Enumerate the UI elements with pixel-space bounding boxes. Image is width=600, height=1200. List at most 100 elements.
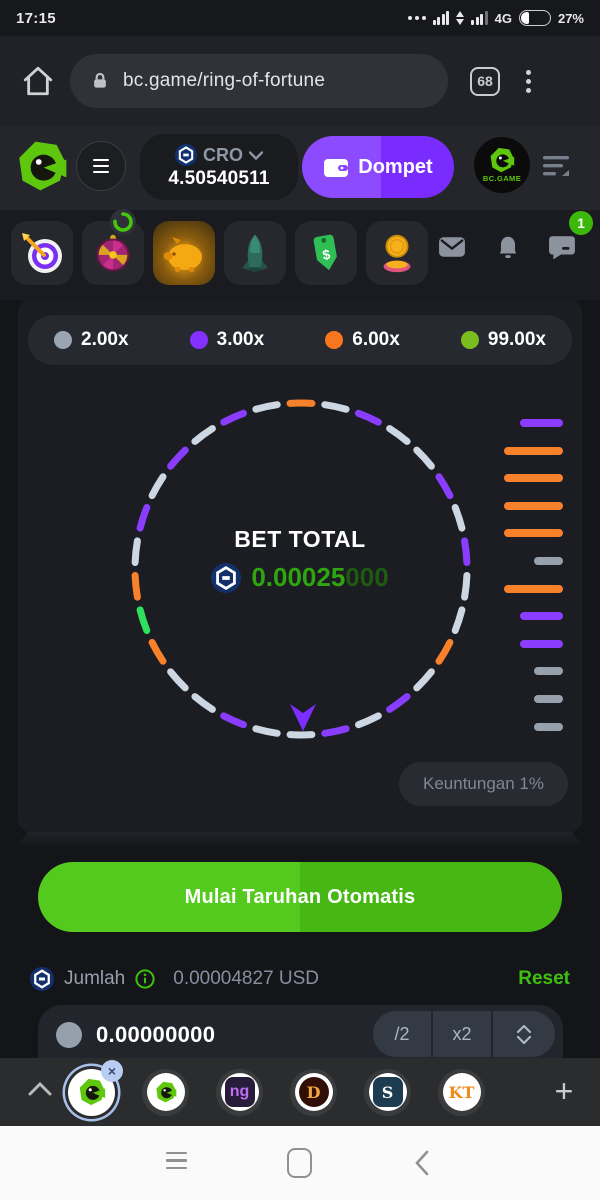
history-bar	[520, 419, 563, 427]
bell-icon[interactable]	[494, 234, 522, 260]
bet-list-icon[interactable]	[540, 152, 572, 182]
gold-coin-tile[interactable]	[366, 221, 428, 285]
piggy-bank-icon	[163, 237, 202, 272]
dock-app-s[interactable]: S	[364, 1068, 411, 1116]
home-button[interactable]	[16, 59, 60, 103]
signal-dots-icon	[407, 16, 426, 20]
bet-amount: 0.00025	[251, 562, 346, 592]
half-bet-button[interactable]: /2	[373, 1011, 431, 1057]
fortune-wheel-tile[interactable]	[82, 221, 144, 285]
legend-label: 3.00x	[216, 329, 265, 350]
legend-item: 2.00x	[54, 329, 129, 351]
legend-label: 2.00x	[81, 329, 129, 350]
start-auto-bet-label: Mulai Taruhan Otomatis	[184, 885, 416, 908]
history-bar	[534, 667, 563, 676]
ring-of-fortune-panel: 2.00x 3.00x 6.00x 99.00x BET TOTAL 0.000250…	[18, 300, 582, 832]
add-app-icon[interactable]: +	[554, 1073, 574, 1109]
dock-expand-icon[interactable]	[28, 1082, 52, 1096]
stepper-down-icon[interactable]	[517, 1035, 531, 1044]
android-home-icon[interactable]	[287, 1148, 312, 1178]
dock-app-bcgame-pin[interactable]	[142, 1068, 189, 1116]
app-icon: ng	[216, 1068, 263, 1116]
mail-icon[interactable]	[438, 234, 466, 260]
browser-menu-icon[interactable]	[526, 69, 531, 93]
close-tab-icon[interactable]: ×	[101, 1059, 123, 1082]
dock-app-bcgame-active[interactable]: ×	[68, 1059, 123, 1116]
currency-selector[interactable]: CRO 4.50540511	[140, 134, 298, 200]
history-bar	[534, 556, 563, 565]
history-bar	[504, 584, 563, 593]
history-bar	[504, 474, 563, 483]
browser-toolbar: bc.game/ring-of-fortune 68	[0, 36, 600, 126]
history-bar	[504, 529, 563, 538]
legend-dot-icon	[460, 331, 479, 349]
dock-app-kt[interactable]: KT	[438, 1068, 485, 1116]
fortune-wheel-icon	[96, 234, 130, 272]
url-text: bc.game/ring-of-fortune	[123, 70, 326, 91]
clock: 17:15	[16, 9, 56, 27]
battery-icon	[518, 10, 551, 26]
dart-target-icon	[22, 233, 62, 273]
bet-amount-trailing: 000	[345, 562, 389, 592]
app-icon: KT	[438, 1068, 485, 1116]
history-bars	[504, 419, 563, 731]
legend-label: 99.00x	[487, 329, 546, 350]
multiplier-legend: 2.00x 3.00x 6.00x 99.00x	[28, 315, 572, 365]
app-icon: D	[290, 1068, 337, 1116]
svg-text:$: $	[321, 247, 331, 263]
info-icon[interactable]	[135, 969, 155, 989]
legend-item: 99.00x	[460, 329, 546, 351]
rocket-tile[interactable]	[224, 221, 286, 285]
profit-button[interactable]: Keuntungan 1%	[399, 762, 568, 806]
data-transfer-icon	[456, 11, 465, 25]
ring-svg	[131, 399, 471, 739]
piggy-bank-tile[interactable]	[153, 221, 215, 285]
multiplier-dot-icon	[56, 1022, 82, 1048]
bcgame-logo[interactable]	[16, 138, 68, 194]
dock-app-ng[interactable]: ng	[216, 1068, 263, 1116]
cro-coin-icon	[30, 967, 54, 991]
legend-label: 6.00x	[352, 329, 400, 350]
wheel-timer-icon	[110, 209, 136, 235]
dollar-tag-tile[interactable]: $	[295, 221, 357, 285]
cro-coin-icon	[175, 144, 197, 166]
bet-total-display: BET TOTAL 0.00025000	[18, 526, 582, 593]
dart-target-tile[interactable]	[11, 221, 73, 285]
bcgame-account-avatar[interactable]: BC.GAME	[474, 137, 530, 193]
history-bar	[534, 694, 563, 703]
status-bar: 17:15 4G 27%	[0, 0, 600, 36]
history-bar	[520, 639, 563, 648]
tab-switcher[interactable]: 68	[470, 66, 500, 96]
legend-dot-icon	[325, 331, 344, 349]
wallet-button[interactable]: Dompet	[302, 136, 454, 198]
url-bar[interactable]: bc.game/ring-of-fortune	[70, 54, 448, 108]
menu-button[interactable]	[76, 141, 126, 191]
home-icon	[23, 66, 53, 96]
network-type: 4G	[494, 10, 512, 26]
chat-badge: 1	[569, 211, 593, 235]
back-icon[interactable]	[414, 1150, 430, 1176]
bet-total-label: BET TOTAL	[234, 526, 366, 552]
signal-strength-2-icon	[471, 11, 488, 25]
dock-app-dt[interactable]: D	[290, 1068, 337, 1116]
dollar-tag-icon: $	[313, 234, 337, 271]
panel-edge	[18, 832, 582, 845]
currency-code: CRO	[203, 144, 243, 165]
dock-apps: × ng D S KT	[68, 1059, 485, 1116]
history-bar	[504, 501, 563, 510]
double-bet-button[interactable]: x2	[433, 1011, 491, 1057]
usd-value: 0.00004827 USD	[173, 968, 320, 989]
recents-icon[interactable]	[166, 1152, 187, 1170]
amount-label: Jumlah	[64, 968, 126, 989]
reset-button[interactable]: Reset	[518, 968, 570, 989]
app-dock: × ng D S KT +	[0, 1058, 600, 1126]
bcgame-avatar-icon	[490, 147, 515, 173]
gold-coin-icon	[383, 234, 411, 273]
stepper-up-icon[interactable]	[517, 1024, 531, 1033]
start-auto-bet-button[interactable]: Mulai Taruhan Otomatis	[38, 862, 562, 932]
chat-icon[interactable]	[548, 234, 576, 260]
bet-stepper[interactable]	[493, 1011, 555, 1057]
rocket-icon	[242, 234, 268, 272]
app-icon: S	[364, 1068, 411, 1116]
